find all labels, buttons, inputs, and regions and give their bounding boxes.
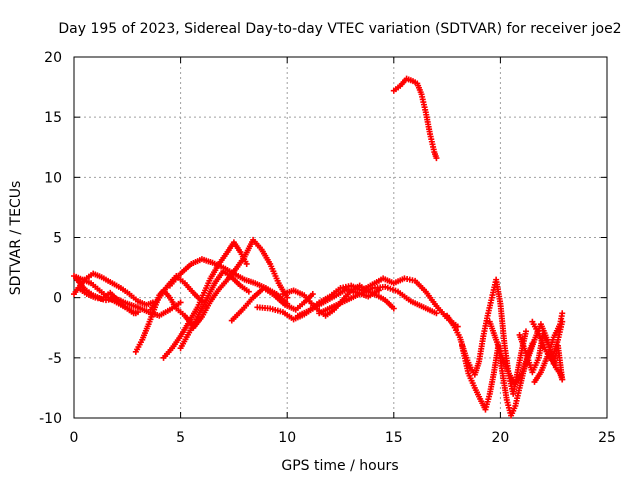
data-marks	[71, 75, 566, 419]
x-tick-label: 0	[70, 430, 79, 446]
data-point	[245, 288, 252, 295]
y-tick-label: -5	[48, 351, 62, 367]
y-tick-label: 20	[44, 50, 62, 66]
series-18	[459, 340, 536, 419]
y-axis-label: SDTVAR / TECUs	[8, 181, 24, 296]
x-tick-label: 10	[278, 430, 296, 446]
x-tick-label: 20	[491, 430, 509, 446]
x-tick-labels: 0 5 10 15 20 25	[70, 430, 616, 446]
series-22	[531, 310, 566, 385]
series-17	[444, 276, 529, 397]
data-point	[309, 291, 316, 298]
y-tick-label: 5	[53, 231, 62, 247]
series-16	[390, 75, 440, 162]
chart-title: Day 195 of 2023, Sidereal Day-to-day VTE…	[58, 21, 621, 37]
data-point	[284, 294, 291, 301]
data-point	[559, 376, 566, 383]
series-4	[75, 285, 184, 319]
y-tick-label: 15	[44, 110, 62, 126]
data-point	[433, 310, 440, 317]
data-point	[243, 260, 250, 267]
x-tick-label: 15	[385, 430, 403, 446]
data-point	[559, 310, 566, 317]
y-tick-labels: -10 -5 0 5 10 15 20	[39, 50, 62, 427]
grid	[74, 57, 607, 418]
series-14	[294, 275, 461, 330]
x-axis-label: GPS time / hours	[281, 458, 398, 474]
tick-marks	[73, 56, 608, 419]
x-tick-label: 25	[598, 430, 616, 446]
data-point	[177, 299, 184, 306]
y-tick-label: -10	[39, 411, 62, 427]
y-tick-label: 10	[44, 170, 62, 186]
data-point	[522, 328, 529, 335]
data-point	[390, 305, 397, 312]
data-point	[433, 155, 440, 162]
series-15	[316, 283, 440, 317]
x-tick-label: 5	[176, 430, 185, 446]
data-point	[132, 310, 139, 317]
y-tick-label: 0	[53, 291, 62, 307]
